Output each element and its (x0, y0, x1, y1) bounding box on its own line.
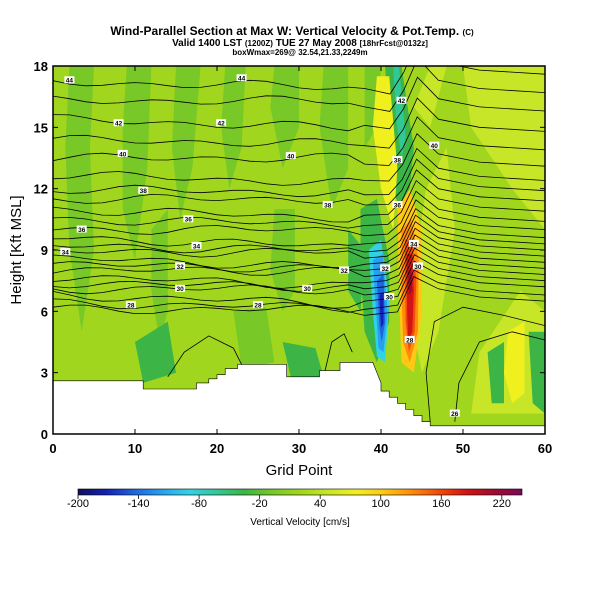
contour-label-text: 44 (66, 78, 74, 85)
copyright-mark: (C) (463, 28, 474, 37)
contour-label-text: 32 (176, 264, 184, 271)
contour-label: 30 (384, 293, 395, 301)
x-axis-label: Grid Point (266, 462, 334, 479)
terrain-mask (53, 362, 545, 434)
x-tick-label: 30 (292, 441, 306, 456)
contour-label: 28 (125, 301, 136, 310)
contour-label-text: 32 (340, 268, 348, 275)
x-tick-label: 60 (538, 441, 552, 456)
colorbar-tick-label: -200 (67, 498, 89, 510)
x-tick-label: 20 (210, 441, 224, 456)
contour-label: 30 (175, 284, 186, 293)
contour-label: 44 (236, 74, 247, 83)
theta-contours (53, 66, 545, 422)
contour-label-text: 34 (62, 249, 70, 256)
contour-label-text: 40 (431, 143, 439, 150)
contour-label-text: 32 (381, 266, 389, 273)
contour-label: 34 (60, 248, 71, 256)
y-tick-label: 9 (41, 243, 48, 258)
contour-label-text: 30 (176, 286, 184, 293)
contour-label: 26 (449, 409, 460, 418)
contour-label: 40 (285, 151, 296, 160)
colorbar-tick-label: -20 (252, 498, 268, 510)
contour-label-text: 38 (394, 157, 402, 164)
x-tick-label: 40 (374, 441, 388, 456)
contour-label: 42 (216, 119, 227, 128)
colorbar: -200 -140 -80 -20 40 100 160 220 Vertical Veloc… (67, 488, 523, 528)
contour-label-text: 36 (78, 227, 86, 234)
contour-label-text: 28 (127, 303, 135, 310)
contour-label-text: 28 (406, 337, 414, 344)
contour-label: 42 (396, 96, 407, 105)
colorbar-strip (77, 488, 523, 496)
contour-label: 28 (404, 335, 415, 344)
contour-label-text: 38 (140, 188, 148, 195)
contour-label-text: 30 (386, 294, 394, 301)
colorbar-tick-label: -80 (191, 498, 207, 510)
contour-label: 30 (302, 284, 313, 293)
contour-label-text: 30 (304, 286, 312, 293)
contour-label: 44 (64, 76, 75, 85)
chart-subtitle: Valid 1400 LST (1200Z) TUE 27 May 2008 [… (172, 38, 428, 49)
contour-label: 34 (408, 239, 419, 248)
contour-label: 32 (339, 266, 350, 275)
y-tick-label: 6 (41, 304, 48, 319)
colorbar-tick-label: -140 (128, 498, 150, 510)
contour-label: 38 (138, 186, 149, 195)
contour-label-text: 42 (217, 121, 225, 128)
contour-label-text: 36 (185, 217, 193, 224)
contour-label-text: 42 (398, 98, 406, 105)
y-tick-label: 0 (41, 427, 48, 442)
contour-label-text: 26 (451, 411, 459, 418)
y-axis-label: Height [Kft MSL] (8, 195, 25, 304)
contour-label: 28 (253, 301, 263, 310)
contour-label: 38 (322, 201, 333, 209)
theta-contour-labels: 44 44 42 42 40 40 38 38 36 36 34 34 32 32 30 30 28 28 42 40… (60, 74, 460, 418)
y-tick-label: 12 (34, 182, 48, 197)
contour-label: 36 (76, 225, 87, 234)
contour-label: 34 (191, 241, 202, 250)
y-tick-label: 3 (41, 366, 48, 381)
colorbar-tick-label: 40 (314, 498, 326, 510)
x-tick-label: 0 (49, 441, 56, 456)
contour-label: 36 (392, 201, 403, 209)
colorbar-tick-label: 160 (432, 498, 450, 510)
contour-label-text: 40 (287, 153, 295, 160)
contour-label: 38 (392, 156, 403, 164)
contour-label-text: 42 (115, 121, 123, 128)
colorbar-tick-label: 220 (493, 498, 511, 510)
contour-label-text: 44 (238, 76, 246, 83)
contour-label: 30 (412, 262, 423, 271)
chart-subtitle-2: boxWmax=269@ 32.54,21.33,2249m (232, 48, 367, 57)
contour-label-text: 34 (193, 243, 201, 250)
contour-label: 40 (117, 149, 128, 158)
x-tick-label: 50 (456, 441, 470, 456)
contour-label: 32 (380, 264, 391, 273)
contour-label-text: 30 (414, 264, 422, 271)
contour-label-text: 40 (119, 151, 127, 158)
contour-label: 42 (113, 119, 124, 128)
y-tick-label: 18 (34, 59, 48, 74)
contour-label: 36 (183, 215, 194, 224)
colorbar-label: Vertical Velocity [cm/s] (250, 517, 350, 528)
y-tick-label: 15 (34, 120, 48, 135)
contour-label: 32 (175, 262, 186, 271)
chart-title: Wind-Parallel Section at Max W: Vertical… (110, 24, 474, 38)
x-tick-label: 10 (128, 441, 142, 456)
contour-label-text: 28 (254, 303, 262, 310)
contour-label: 40 (429, 141, 440, 150)
x-axis: 0 10 20 30 40 50 60 (49, 66, 552, 456)
plot-area: 44 44 42 42 40 40 38 38 36 36 34 34 32 32 30 30 28 28 42 40… (53, 66, 545, 434)
contour-label-text: 34 (410, 241, 418, 248)
contour-label-text: 36 (394, 202, 402, 209)
contour-label-text: 38 (324, 202, 332, 209)
colorbar-tick-label: 100 (372, 498, 390, 510)
